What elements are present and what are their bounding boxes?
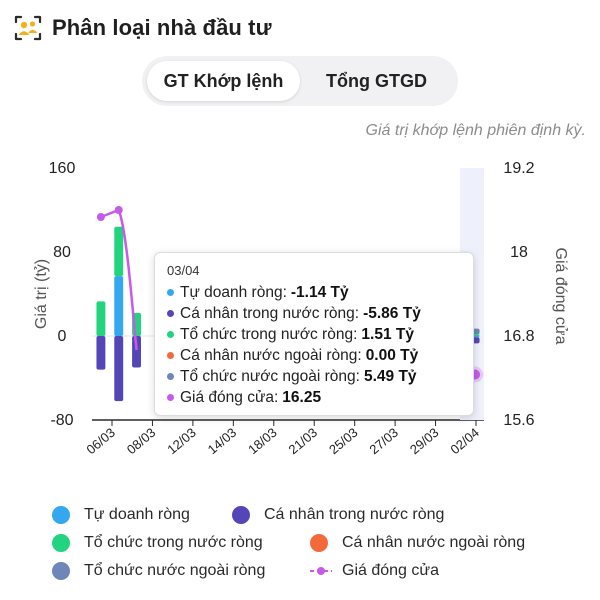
bar-05-03-s1[interactable] — [96, 336, 106, 370]
x-tick-label: 18/03 — [245, 425, 280, 457]
tooltip-row: Cá nhân trong nước ròng: -5.86 Tỷ — [167, 303, 461, 324]
legend-dot-icon — [310, 534, 328, 552]
legend-item[interactable]: Giá đóng cửa — [310, 562, 439, 580]
tooltip-label: Cá nhân nước ngoài ròng: — [180, 347, 362, 364]
tooltip-value: 5.49 Tỷ — [363, 368, 417, 385]
x-tick-label: 06/03 — [83, 425, 118, 457]
tooltip-date: 03/04 — [167, 263, 200, 278]
tooltip-row: Tổ chức nước ngoài ròng: 5.49 Tỷ — [167, 366, 461, 387]
legend-dot-icon — [52, 562, 70, 580]
chart-tooltip: 03/04 Tự doanh ròng: -1.14 Tỷ Cá nhân tron… — [154, 252, 474, 416]
bar-06-03-s0[interactable] — [114, 276, 124, 336]
bar-05-03-s2[interactable] — [96, 301, 106, 336]
tooltip-label: Cá nhân trong nước ròng: — [180, 305, 360, 322]
tooltip-label: Tổ chức trong nước ròng: — [180, 326, 358, 343]
tooltip-row: Tổ chức trong nước ròng: 1.51 Tỷ — [167, 324, 461, 345]
tooltip-dot-icon — [167, 289, 174, 296]
legend-item[interactable]: Tổ chức nước ngoài ròng — [52, 562, 265, 580]
right-tick-label: 18 — [510, 244, 528, 261]
tooltip-dot-icon — [167, 352, 174, 359]
tooltip-dot-icon — [167, 394, 174, 401]
left-tick-label: 80 — [53, 244, 71, 261]
tooltip-value: 16.25 — [282, 389, 322, 406]
chart-subtitle: Giá trị khớp lệnh phiên định kỳ. — [365, 122, 586, 139]
right-tick-label: 15.6 — [503, 412, 534, 429]
tab-matched-value[interactable]: GT Khớp lệnh — [147, 61, 300, 101]
bar-07-03-s1[interactable] — [132, 336, 141, 368]
legend-label: Tự doanh ròng — [84, 506, 190, 523]
right-tick-label: 16.8 — [503, 328, 534, 345]
legend-item[interactable]: Tự doanh ròng — [52, 506, 190, 524]
x-tick-label: 27/03 — [366, 425, 401, 457]
legend-dot-icon — [232, 506, 250, 524]
legend-dot-icon — [52, 534, 70, 552]
tooltip-dot-icon — [167, 331, 174, 338]
left-tick-label: 160 — [49, 160, 76, 177]
tooltip-row: Cá nhân nước ngoài ròng: 0.00 Tỷ — [167, 345, 461, 366]
tooltip-row: Tự doanh ròng: -1.14 Tỷ — [167, 282, 461, 303]
right-tick-label: 19.2 — [503, 160, 534, 177]
tooltip-dot-icon — [167, 373, 174, 380]
legend-label: Cá nhân trong nước ròng — [264, 506, 445, 523]
tooltip-value: 0.00 Tỷ — [365, 347, 419, 364]
tooltip-value: -5.86 Tỷ — [363, 305, 421, 322]
left-axis-label: Giá trị (tỷ) — [33, 259, 50, 329]
tooltip-value: 1.51 Tỷ — [361, 326, 414, 343]
left-tick-label: 0 — [58, 328, 67, 345]
bar-06-03-s2[interactable] — [114, 226, 124, 277]
legend-item[interactable]: Cá nhân nước ngoài ròng — [310, 534, 525, 552]
x-tick-label: 21/03 — [286, 425, 321, 457]
tooltip-label: Tự doanh ròng: — [180, 284, 287, 301]
x-tick-label: 08/03 — [124, 425, 159, 457]
right-axis-label: Giá đóng cửa — [552, 248, 569, 345]
value-type-tabs: GT Khớp lệnh Tổng GTGD — [142, 56, 458, 106]
tooltip-label: Giá đóng cửa: — [180, 389, 279, 406]
tooltip-label: Tổ chức nước ngoài ròng: — [180, 368, 360, 385]
legend-item[interactable]: Cá nhân trong nước ròng — [232, 506, 444, 524]
legend-label: Tổ chức trong nước ròng — [84, 534, 263, 551]
x-tick-label: 14/03 — [205, 425, 240, 457]
x-tick-label: 02/04 — [447, 425, 482, 457]
x-tick-label: 25/03 — [326, 425, 361, 457]
tooltip-value: -1.14 Tỷ — [290, 284, 349, 301]
legend-item[interactable]: Tổ chức trong nước ròng — [52, 534, 263, 552]
left-tick-label: -80 — [50, 412, 73, 429]
legend-label: Cá nhân nước ngoài ròng — [342, 534, 526, 551]
tooltip-row: Giá đóng cửa: 16.25 — [167, 387, 461, 408]
tab-total-value[interactable]: Tổng GTGD — [326, 70, 427, 91]
bar-06-03-s1[interactable] — [114, 336, 124, 402]
legend-label: Giá đóng cửa — [342, 562, 439, 579]
legend-dashed-line-icon — [310, 562, 332, 580]
x-tick-label: 29/03 — [407, 425, 442, 457]
price-point-1[interactable] — [114, 206, 123, 214]
price-point-0[interactable] — [96, 213, 105, 221]
page-header: Phân loại nhà đầu tư — [14, 12, 272, 44]
x-tick-label: 12/03 — [164, 425, 199, 457]
investor-group-icon — [14, 14, 42, 42]
page-title: Phân loại nhà đầu tư — [52, 15, 272, 40]
legend-label: Tổ chức nước ngoài ròng — [84, 562, 266, 579]
tooltip-dot-icon — [167, 310, 174, 317]
legend-dot-icon — [52, 506, 70, 524]
